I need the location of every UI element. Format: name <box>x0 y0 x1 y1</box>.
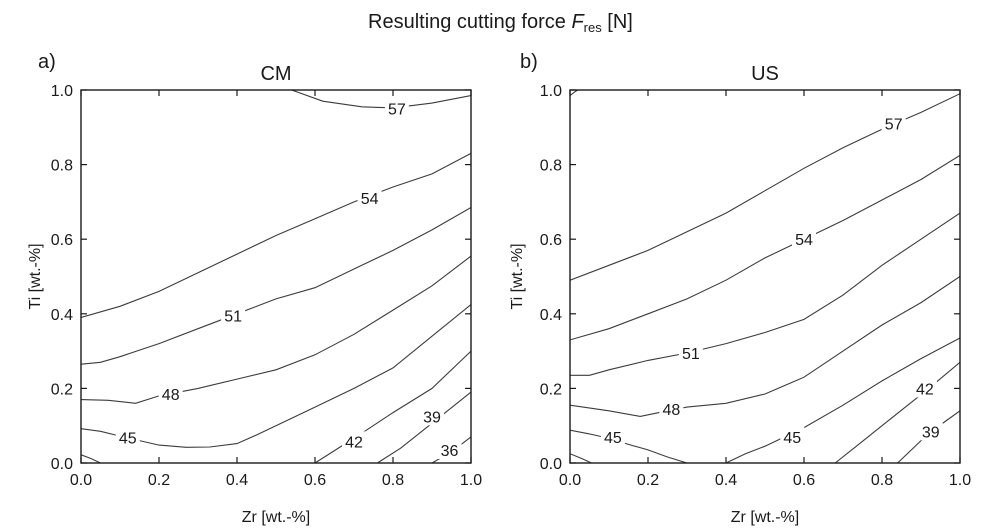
contour-line-39 <box>377 391 471 463</box>
contour-label-39: 39 <box>922 424 940 441</box>
x-tick-label: 0.4 <box>226 472 248 489</box>
contour-line-57 <box>570 90 579 97</box>
contour-line-54 <box>570 154 960 341</box>
contour-label-backing <box>780 426 805 446</box>
contour-label-backing <box>384 98 409 118</box>
x-tick-label: 0.8 <box>871 472 893 489</box>
figure-title-subscript: res <box>584 20 603 35</box>
contour-line-45 <box>725 337 960 463</box>
panel-title-us: US <box>751 63 779 85</box>
contour-label-backing <box>678 342 703 362</box>
x-tick-label: 0.6 <box>793 472 815 489</box>
contour-label-backing <box>792 229 816 249</box>
contour-label-42: 42 <box>345 434 363 451</box>
contour-label-45: 45 <box>783 430 801 447</box>
contour-line-48 <box>570 276 960 417</box>
y-tick-label: 0.8 <box>540 158 562 175</box>
x-axis-label: Zr [wt.-%] <box>731 509 799 526</box>
contour-label-57: 57 <box>885 117 903 134</box>
contour-label-42: 42 <box>916 381 934 398</box>
contour-line-42 <box>81 454 101 463</box>
x-axis-label: Zr [wt.-%] <box>242 509 310 526</box>
contour-line-57 <box>291 90 471 109</box>
contour-lines <box>81 90 471 463</box>
y-tick-label: 1.0 <box>51 83 73 100</box>
contour-line-42 <box>834 361 960 463</box>
contour-label-backing <box>918 421 943 441</box>
figure-title-main: Resulting cutting force <box>368 11 571 33</box>
x-tick-label: 0.0 <box>559 472 581 489</box>
contour-label-backing <box>659 398 684 418</box>
x-tick-label: 0.4 <box>715 472 737 489</box>
contour-line-48 <box>570 453 592 463</box>
x-tick-label: 0.2 <box>637 472 659 489</box>
contour-line-54 <box>81 152 471 319</box>
contour-lines <box>570 90 960 463</box>
contour-line-48 <box>81 255 471 404</box>
contour-label-backing <box>115 427 140 447</box>
contour-line-42 <box>314 350 471 463</box>
y-tick-label: 0.4 <box>51 307 73 324</box>
contour-label-54: 54 <box>361 191 379 208</box>
y-tick-label: 0.8 <box>51 158 73 175</box>
y-tick-label: 0.6 <box>51 232 73 249</box>
contour-label-backing <box>357 188 382 208</box>
contour-label-backing <box>158 383 183 403</box>
y-tick-label: 0.2 <box>51 381 73 398</box>
contour-label-45: 45 <box>604 430 622 447</box>
panel-letter-cm: a) <box>38 51 56 73</box>
plot-frame <box>80 89 472 464</box>
y-axis-label: Ti [wt.-%] <box>509 243 526 309</box>
y-tick-label: 1.0 <box>540 83 562 100</box>
contour-label-36: 36 <box>441 443 459 460</box>
contour-label-39: 39 <box>423 409 441 426</box>
contour-label-backing <box>437 439 462 459</box>
contour-label-45: 45 <box>119 431 137 448</box>
panel-letter-us: b) <box>520 51 538 73</box>
contour-label-48: 48 <box>162 387 180 404</box>
contour-label-48: 48 <box>663 402 681 419</box>
y-tick-label: 0.0 <box>51 456 73 473</box>
y-tick-label: 0.2 <box>540 381 562 398</box>
figure-title-symbol: F <box>571 11 585 33</box>
contour-label-57: 57 <box>388 102 406 119</box>
panel-title-cm: CM <box>260 63 291 85</box>
x-tick-label: 0.8 <box>382 472 404 489</box>
contour-label-54: 54 <box>795 232 813 249</box>
figure-title-unit: [N] <box>602 11 633 33</box>
contour-label-backing <box>600 426 625 446</box>
figure-title: Resulting cutting force Fres [N] <box>368 11 633 35</box>
y-tick-label: 0.0 <box>540 456 562 473</box>
contour-label-backing <box>342 431 366 451</box>
x-tick-label: 0.2 <box>148 472 170 489</box>
contour-label-51: 51 <box>224 309 242 326</box>
y-tick-label: 0.4 <box>540 307 562 324</box>
y-axis-label: Ti [wt.-%] <box>27 243 44 309</box>
plot-frame <box>569 89 961 464</box>
contour-label-backing <box>912 378 937 398</box>
panel-us: b) US 57 54 51 48 45 45 42 39 0.0 0.2 0.4 0.6 0.8 1.0 0.… <box>509 51 971 526</box>
contour-label-backing <box>221 305 246 325</box>
contour-line-51 <box>570 212 960 376</box>
contour-line-51 <box>81 207 471 365</box>
x-tick-label: 0.0 <box>70 472 92 489</box>
contour-label-51: 51 <box>682 346 700 363</box>
x-tick-label: 0.6 <box>304 472 326 489</box>
contour-line-45 <box>81 304 471 448</box>
contour-label-backing <box>420 406 444 426</box>
contour-line-45 <box>570 429 688 463</box>
x-tick-label: 1.0 <box>460 472 482 489</box>
x-tick-label: 1.0 <box>949 472 971 489</box>
contour-label-backing <box>881 113 906 133</box>
y-tick-label: 0.6 <box>540 232 562 249</box>
